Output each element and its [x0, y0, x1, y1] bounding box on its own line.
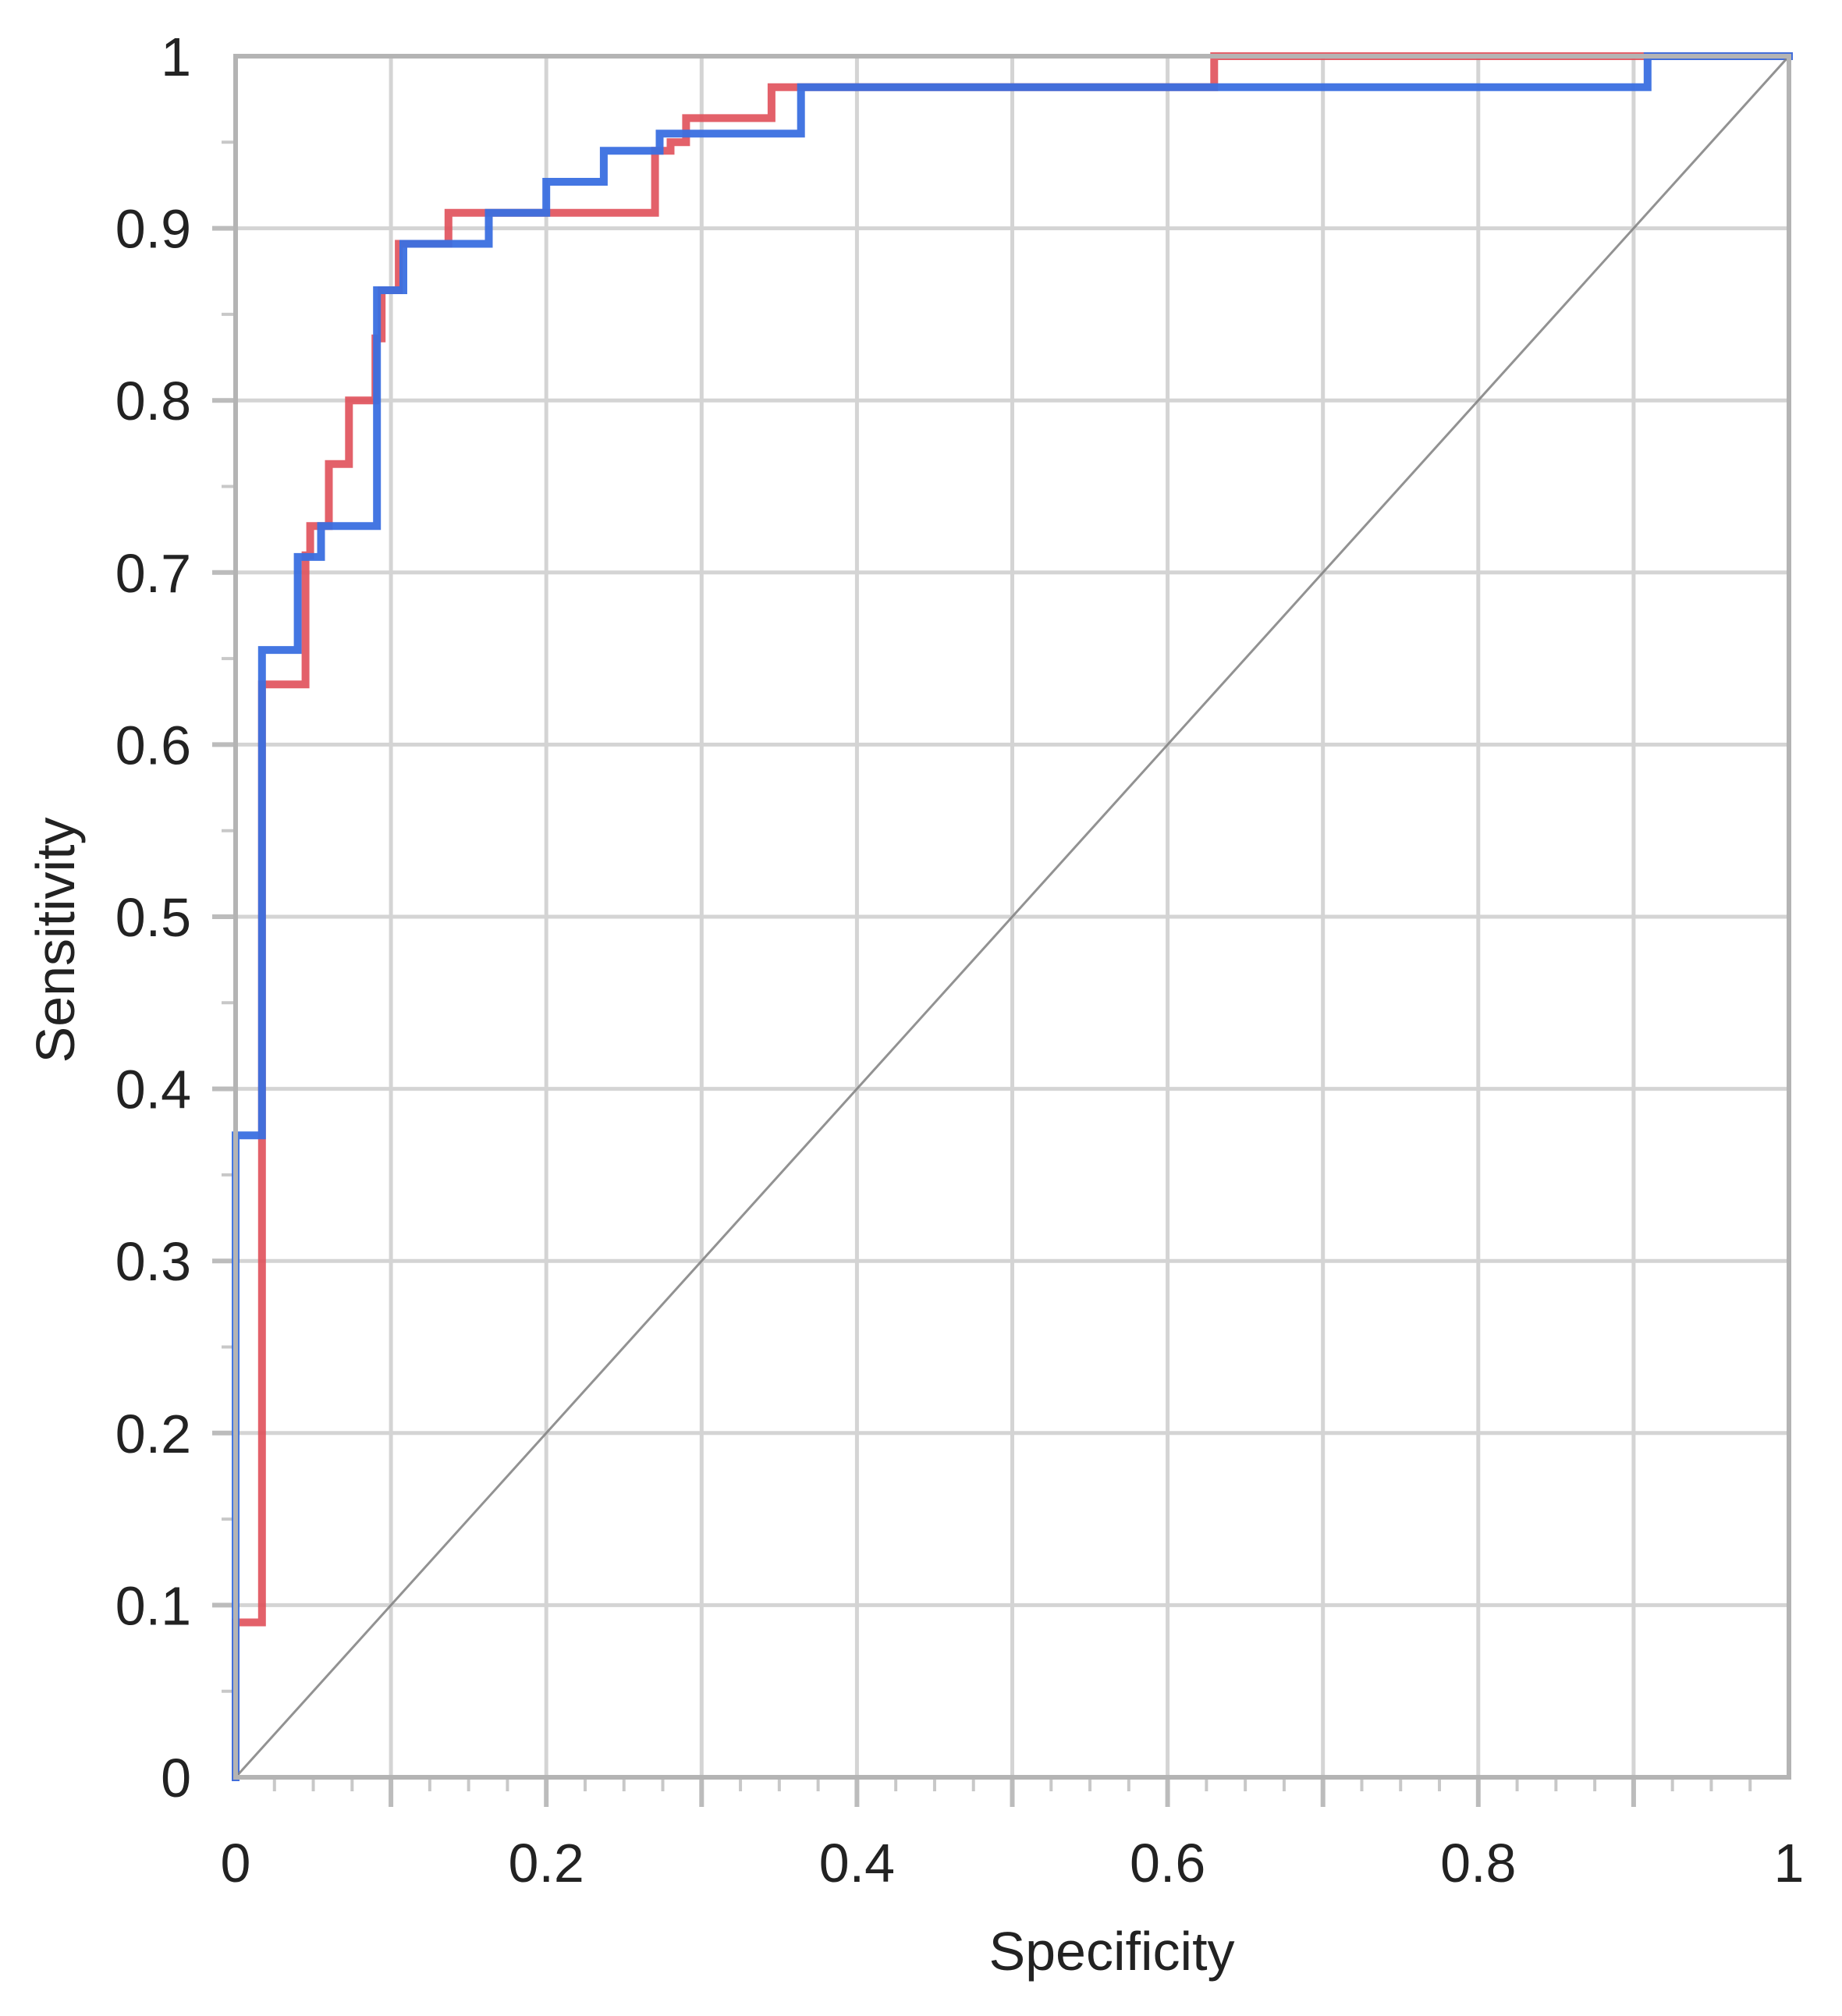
y-tick-label: 1: [161, 27, 191, 87]
frame-layer: [233, 54, 1791, 1780]
x-tick-label: 0.2: [509, 1833, 584, 1894]
y-tick-label: 0: [161, 1748, 191, 1808]
x-axis-label: Specificity: [988, 1921, 1234, 1982]
x-tick-label: 1: [1774, 1833, 1805, 1894]
y-tick-label: 0.7: [115, 543, 191, 604]
y-axis-label: Sensitivity: [25, 817, 86, 1063]
y-tick-label: 0.3: [115, 1231, 191, 1292]
minor-tick-layer: [212, 140, 1752, 1807]
x-tick-label: 0.6: [1130, 1833, 1205, 1894]
y-tick-label: 0.2: [115, 1404, 191, 1464]
y-tick-label: 0.6: [115, 715, 191, 776]
x-tick-label: 0: [221, 1833, 251, 1894]
series-layer: [232, 52, 1793, 1781]
y-tick-label: 0.5: [115, 887, 191, 948]
y-tick-label: 0.1: [115, 1575, 191, 1636]
roc-curve-blue: [232, 52, 1793, 1781]
x-tick-label: 0.8: [1440, 1833, 1516, 1894]
y-tick-label: 0.9: [115, 199, 191, 260]
y-tick-label: 0.4: [115, 1059, 191, 1120]
x-tick-label: 0.4: [819, 1833, 895, 1894]
plot-frame: [233, 54, 1791, 1780]
reference-diagonal: [233, 54, 1791, 1780]
tick-label-layer: 0 0.2 0.4 0.6 0.8 1 0 0.1 0.2 0.3 0.4 0.5 0.6 0.7 0.8 0…: [115, 27, 1805, 1894]
y-tick-label: 0.8: [115, 371, 191, 431]
